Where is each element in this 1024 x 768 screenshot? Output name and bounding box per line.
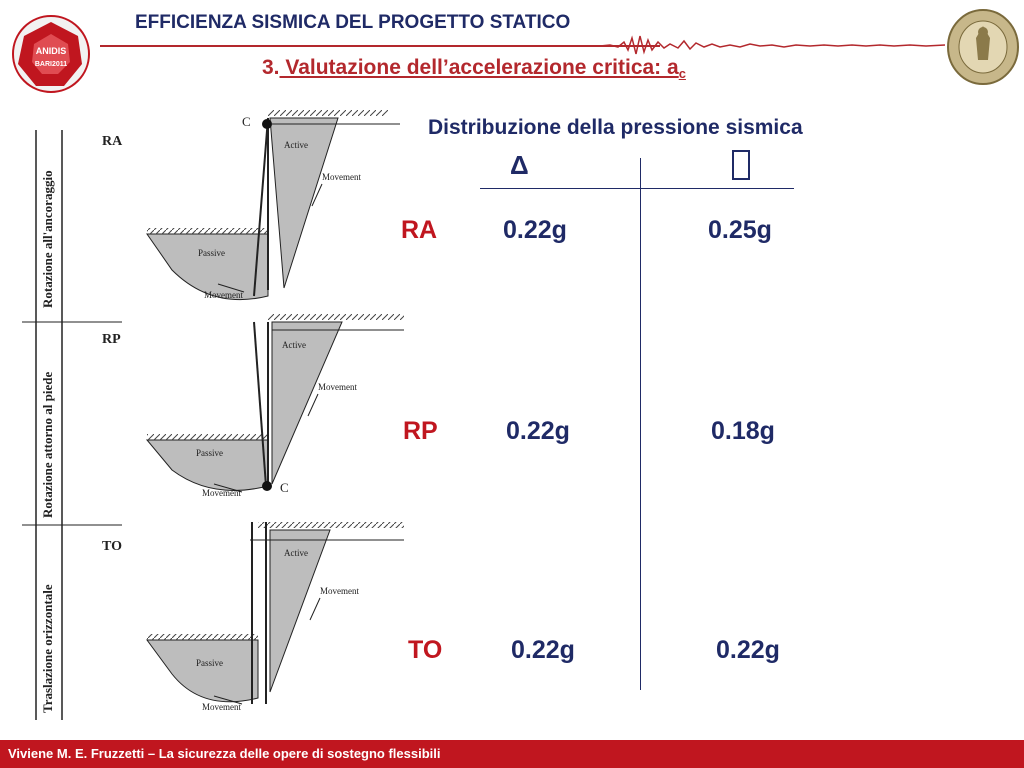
passive-label-rp: Passive [196,448,223,458]
row-label-to: TO [408,636,443,664]
movement-label-to-top: Movement [320,586,359,596]
table-title: Distribuzione della pressione sismica [428,116,803,139]
wall-mechanism-diagram: RA RP TO Rotazione all'ancoraggio Rotazi… [22,110,404,720]
footer-bar [0,740,1024,768]
active-label-ra: Active [284,140,308,150]
panel-ra: C Active Movement Passive Movement [146,110,400,301]
anidis-logo: ANIDIS BARI2011 [12,15,90,93]
table-column-divider [640,158,641,690]
passive-label-to: Passive [196,658,223,668]
slide-header-title: EFFICIENZA SISMICA DEL PROGETTO STATICO [135,12,571,33]
delta-header-symbol: Δ [510,150,529,180]
row-name-ra: Rotazione all'ancoraggio [40,170,55,308]
seismogram-line [600,35,945,55]
row-name-to: Traslazione orizzontale [40,584,55,713]
movement-label-ra-top: Movement [322,172,361,182]
value-rp-other: 0.18g [711,417,775,445]
panel-to: Active Movement Passive Movement [146,522,404,712]
row-code-ra: RA [102,134,123,149]
value-rp-delta: 0.22g [506,417,570,445]
table-header-rule [480,188,794,189]
slide-subtitle: 3. Valutazione dell’accelerazione critic… [262,56,686,81]
pivot-label-ra: C [242,114,251,129]
row-name-rp: Rotazione attorno al piede [40,372,55,518]
panel-rp: Active Movement Passive Movement C [145,314,404,498]
movement-label-ra-bottom: Movement [204,290,243,300]
movement-label-rp-bottom: Movement [202,488,241,498]
header-rule [100,45,660,47]
row-code-to: TO [102,539,122,554]
row-code-rp: RP [102,332,121,347]
row-label-rp: RP [403,417,438,445]
logo-text-bottom: BARI2011 [35,61,67,68]
passive-label-ra: Passive [198,248,225,258]
value-to-other: 0.22g [716,636,780,664]
footer-text: Viviene M. E. Fruzzetti – La sicurezza d… [8,746,441,761]
movement-label-to-bottom: Movement [202,702,241,712]
active-label-to: Active [284,548,308,558]
subtitle-number: 3. [262,56,280,79]
subtitle-subscript: c [678,66,686,81]
active-label-rp: Active [282,340,306,350]
movement-label-rp-top: Movement [318,382,357,392]
value-to-delta: 0.22g [511,636,575,664]
univpm-seal [947,9,1019,85]
value-ra-delta: 0.22g [503,216,567,244]
row-label-ra: RA [401,216,438,244]
logo-text-top: ANIDIS [36,46,67,56]
pivot-label-rp: C [280,480,289,495]
missing-glyph-header-icon [732,150,750,180]
subtitle-text: Valutazione dell’accelerazione critica: … [279,56,679,79]
value-ra-other: 0.25g [708,216,772,244]
